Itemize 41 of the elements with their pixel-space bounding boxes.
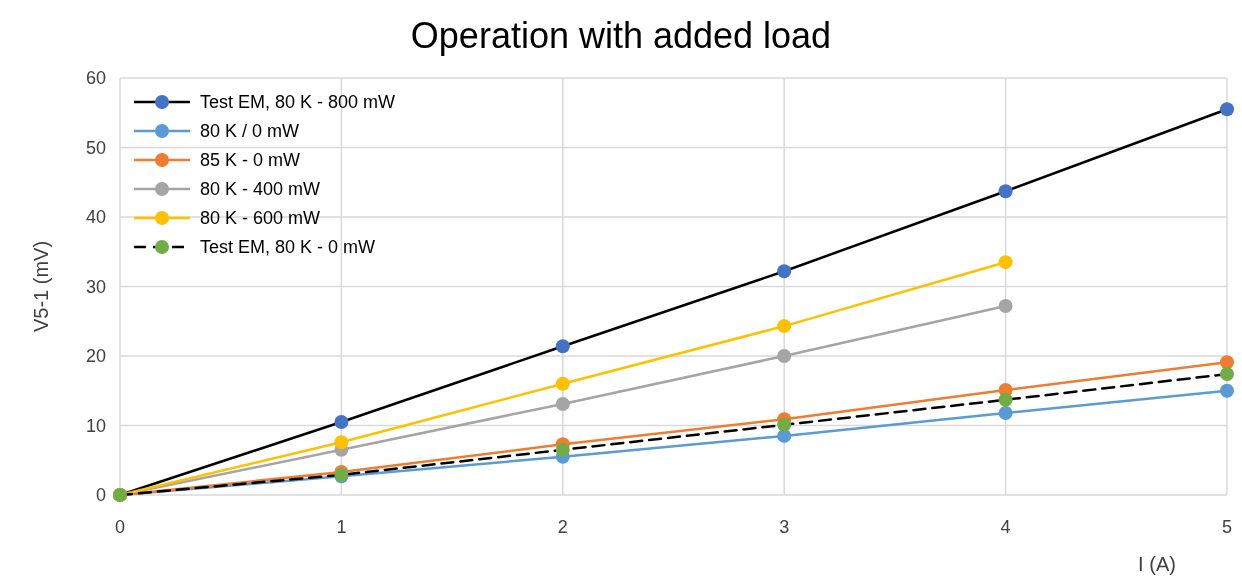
point: [1220, 367, 1234, 382]
legend-label: 80 K / 0 mW: [200, 121, 300, 141]
legend-label: 85 K - 0 mW: [200, 150, 301, 170]
x-tick-label: 4: [1000, 517, 1011, 537]
point: [777, 417, 792, 432]
point: [1220, 355, 1234, 370]
point: [334, 415, 349, 430]
point: [998, 392, 1013, 407]
point: [998, 405, 1013, 420]
point: [1220, 102, 1234, 117]
point: [777, 264, 792, 279]
y-tick-label: 50: [85, 137, 106, 158]
point: [555, 442, 570, 457]
point: [777, 319, 792, 334]
point: [334, 435, 349, 450]
y-tick-label: 40: [85, 207, 106, 227]
chart-title: Operation with added load: [410, 15, 832, 56]
x-tick-label: 2: [557, 517, 568, 537]
y-tick-label: 20: [85, 346, 106, 366]
y-tick-label: 10: [85, 415, 106, 436]
legend-label: 80 K - 400 mW: [200, 179, 321, 199]
legend-label: Test EM, 80 K - 800 mW: [200, 92, 396, 112]
point: [998, 255, 1013, 270]
point: [777, 349, 792, 363]
x-tick-label: 1: [336, 517, 347, 537]
legend-label: Test EM, 80 K - 0 mW: [200, 237, 376, 257]
point: [998, 184, 1013, 199]
x-tick-label: 0: [114, 517, 126, 537]
y-tick-label: 0: [95, 485, 106, 505]
point: [1220, 383, 1234, 398]
x-tick-label: 3: [779, 517, 790, 537]
y-tick-label: 60: [85, 68, 106, 88]
point: [555, 339, 570, 354]
y-tick-label: 30: [85, 276, 106, 297]
y-axis-title: V5-1 (mV): [30, 240, 52, 333]
point: [555, 396, 570, 411]
point: [555, 376, 570, 391]
x-tick-label: 5: [1221, 517, 1233, 537]
x-axis-title: I (A): [1138, 553, 1176, 575]
point: [998, 298, 1013, 313]
legend-label: 80 K - 600 mW: [200, 208, 321, 228]
